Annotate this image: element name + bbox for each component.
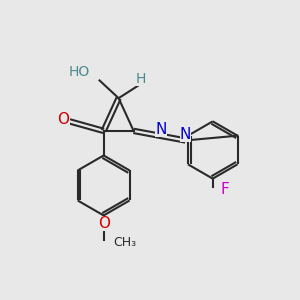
Text: O: O: [98, 216, 110, 231]
Text: N: N: [155, 122, 166, 136]
Text: F: F: [221, 182, 230, 197]
Text: O: O: [58, 112, 70, 127]
Text: N: N: [180, 127, 191, 142]
Text: H: H: [135, 72, 146, 86]
Text: HO: HO: [69, 65, 90, 79]
Text: CH₃: CH₃: [113, 236, 136, 249]
